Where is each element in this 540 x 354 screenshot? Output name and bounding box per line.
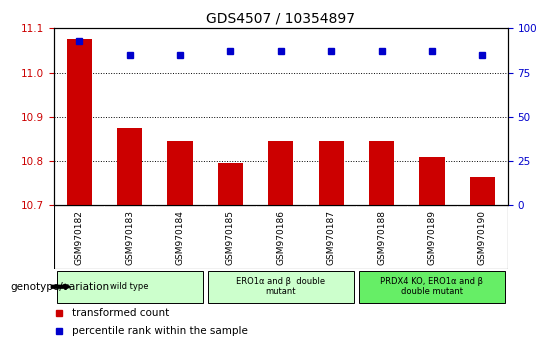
- Bar: [369, 141, 394, 205]
- Bar: [117, 128, 142, 205]
- Bar: [218, 163, 243, 205]
- Text: GSM970182: GSM970182: [75, 210, 84, 265]
- Bar: [208, 271, 354, 303]
- Bar: [66, 39, 92, 205]
- Text: GSM970190: GSM970190: [478, 210, 487, 265]
- Text: ERO1α and β  double
mutant: ERO1α and β double mutant: [236, 277, 326, 296]
- Bar: [470, 177, 495, 205]
- Bar: [319, 141, 344, 205]
- Text: PRDX4 KO, ERO1α and β
double mutant: PRDX4 KO, ERO1α and β double mutant: [381, 277, 483, 296]
- Bar: [57, 271, 202, 303]
- Text: GSM970189: GSM970189: [428, 210, 436, 265]
- Text: transformed count: transformed count: [72, 308, 170, 318]
- Bar: [268, 141, 293, 205]
- Text: GSM970183: GSM970183: [125, 210, 134, 265]
- Text: percentile rank within the sample: percentile rank within the sample: [72, 326, 248, 336]
- Bar: [54, 205, 508, 269]
- Bar: [359, 271, 505, 303]
- Title: GDS4507 / 10354897: GDS4507 / 10354897: [206, 12, 355, 26]
- Text: GSM970188: GSM970188: [377, 210, 386, 265]
- Text: GSM970184: GSM970184: [176, 210, 185, 265]
- Bar: [420, 156, 444, 205]
- Text: GSM970187: GSM970187: [327, 210, 336, 265]
- Bar: [167, 141, 193, 205]
- Text: genotype/variation: genotype/variation: [11, 282, 110, 292]
- Text: GSM970185: GSM970185: [226, 210, 235, 265]
- Text: wild type: wild type: [110, 282, 149, 291]
- Text: GSM970186: GSM970186: [276, 210, 285, 265]
